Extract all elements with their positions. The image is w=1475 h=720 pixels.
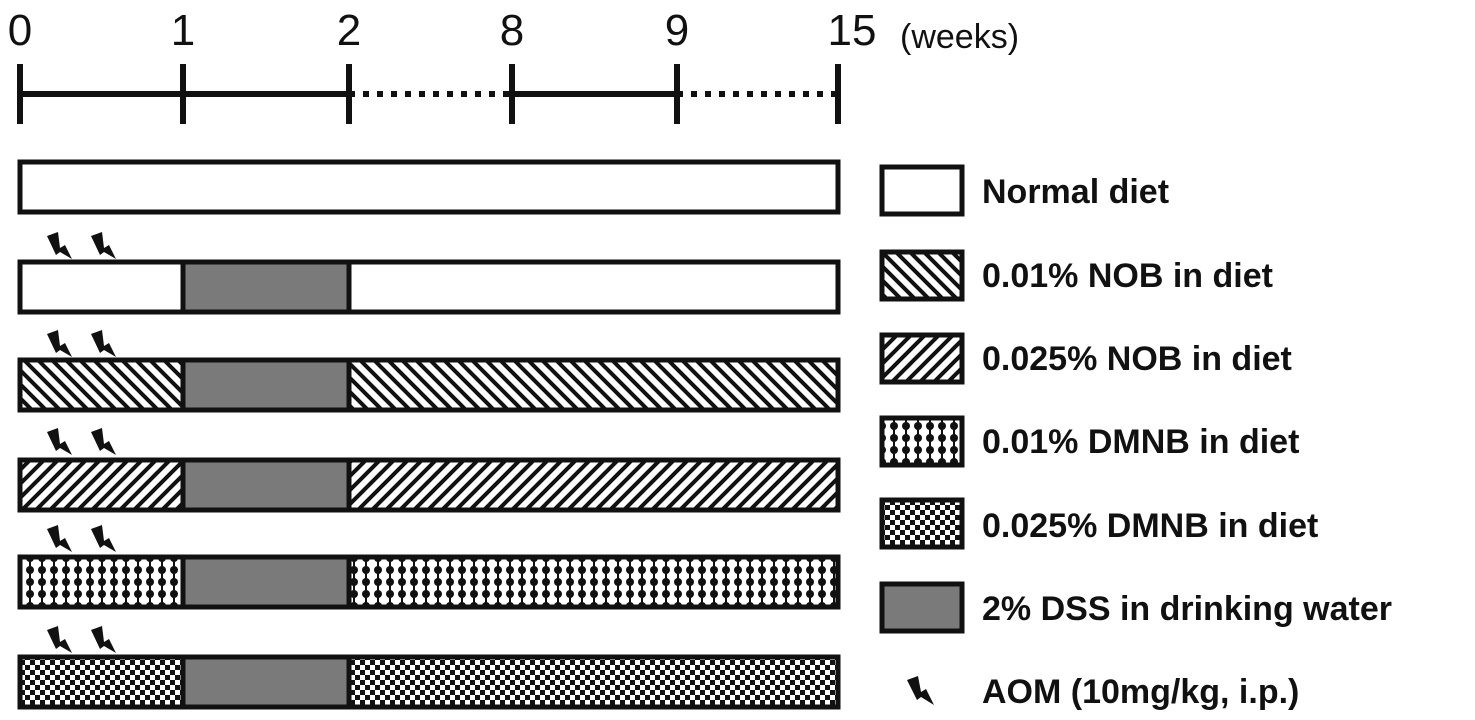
dss-segment — [180, 654, 352, 710]
group-bar-4 — [17, 428, 841, 513]
nob-0025-segment — [346, 457, 841, 513]
aom-injection-icon — [47, 525, 72, 552]
legend-label-aom: AOM (10mg/kg, i.p.) — [982, 673, 1299, 711]
group-bar-2 — [17, 232, 841, 315]
legend-swatch-nob-0025 — [879, 332, 965, 385]
legend-swatch-normal — [879, 164, 965, 217]
dmnb-0025-segment — [346, 654, 841, 710]
legend-label-dmnb-0025: 0.025% DMNB in diet — [982, 507, 1318, 545]
tick-label-15: 15 — [828, 6, 877, 55]
legend-swatch-dmnb-0025 — [879, 497, 965, 550]
legend-item-dmnb-001: 0.01% DMNB in diet — [879, 415, 1299, 468]
group-bar-6 — [17, 626, 841, 710]
dss-segment — [180, 457, 352, 513]
legend-label-nob-001: 0.01% NOB in diet — [982, 257, 1273, 295]
aom-injection-icon — [47, 428, 72, 455]
aom-injection-icon — [91, 626, 116, 653]
legend-item-dss: 2% DSS in drinking water — [879, 581, 1392, 634]
tick-label-1: 1 — [171, 6, 195, 55]
legend-swatch-dss — [879, 581, 965, 634]
legend-item-aom: AOM (10mg/kg, i.p.) — [907, 673, 1299, 711]
aom-injection-icon — [91, 525, 116, 552]
weeks-unit-label: (weeks) — [900, 18, 1019, 56]
legend-item-dmnb-0025: 0.025% DMNB in diet — [879, 497, 1318, 550]
tick-label-2: 2 — [337, 6, 361, 55]
nob-0025-segment — [17, 457, 186, 513]
group-bar-1 — [17, 159, 841, 215]
normal-diet-segment — [17, 159, 841, 215]
nob-001-segment — [17, 357, 186, 413]
aom-injection-icon — [47, 330, 72, 357]
tick-label-9: 9 — [665, 6, 689, 55]
legend-item-normal-diet: Normal diet — [879, 164, 1169, 217]
tick-label-0: 0 — [8, 6, 32, 55]
legend-item-nob-0025: 0.025% NOB in diet — [879, 332, 1292, 385]
dmnb-001-segment — [346, 554, 841, 610]
timeline: 0 1 2 8 9 15 (weeks) — [8, 6, 1019, 124]
aom-injection-icon — [91, 428, 116, 455]
dmnb-0025-segment — [17, 654, 186, 710]
dss-segment — [180, 259, 352, 315]
normal-diet-segment — [346, 259, 841, 315]
aom-injection-icon — [91, 330, 116, 357]
tick-label-8: 8 — [500, 6, 524, 55]
aom-injection-icon — [47, 626, 72, 653]
legend-label-dss: 2% DSS in drinking water — [982, 590, 1392, 628]
dss-segment — [180, 357, 352, 413]
legend-swatch-dmnb-001 — [879, 415, 965, 468]
group-bar-5 — [17, 525, 841, 610]
dmnb-001-segment — [17, 554, 186, 610]
legend-label-normal-diet: Normal diet — [982, 173, 1169, 211]
legend-item-nob-001: 0.01% NOB in diet — [879, 249, 1273, 302]
aom-injection-icon — [907, 676, 934, 705]
group-bar-3 — [17, 330, 841, 413]
legend: Normal diet 0.01% NOB in diet 0.025% NOB… — [879, 164, 1392, 711]
aom-injection-icon — [91, 232, 116, 259]
legend-swatch-nob-001 — [879, 249, 965, 302]
legend-label-nob-0025: 0.025% NOB in diet — [982, 340, 1292, 378]
normal-diet-segment — [17, 259, 186, 315]
nob-001-segment — [346, 357, 841, 413]
legend-label-dmnb-001: 0.01% DMNB in diet — [982, 423, 1299, 461]
dss-segment — [180, 554, 352, 610]
aom-injection-icon — [47, 232, 72, 259]
